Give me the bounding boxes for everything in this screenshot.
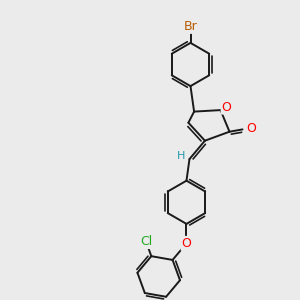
Text: O: O [246, 122, 256, 135]
Text: Cl: Cl [140, 235, 152, 248]
Text: Br: Br [184, 20, 197, 33]
Text: O: O [182, 237, 191, 250]
Text: H: H [177, 151, 185, 161]
Text: O: O [222, 100, 231, 114]
